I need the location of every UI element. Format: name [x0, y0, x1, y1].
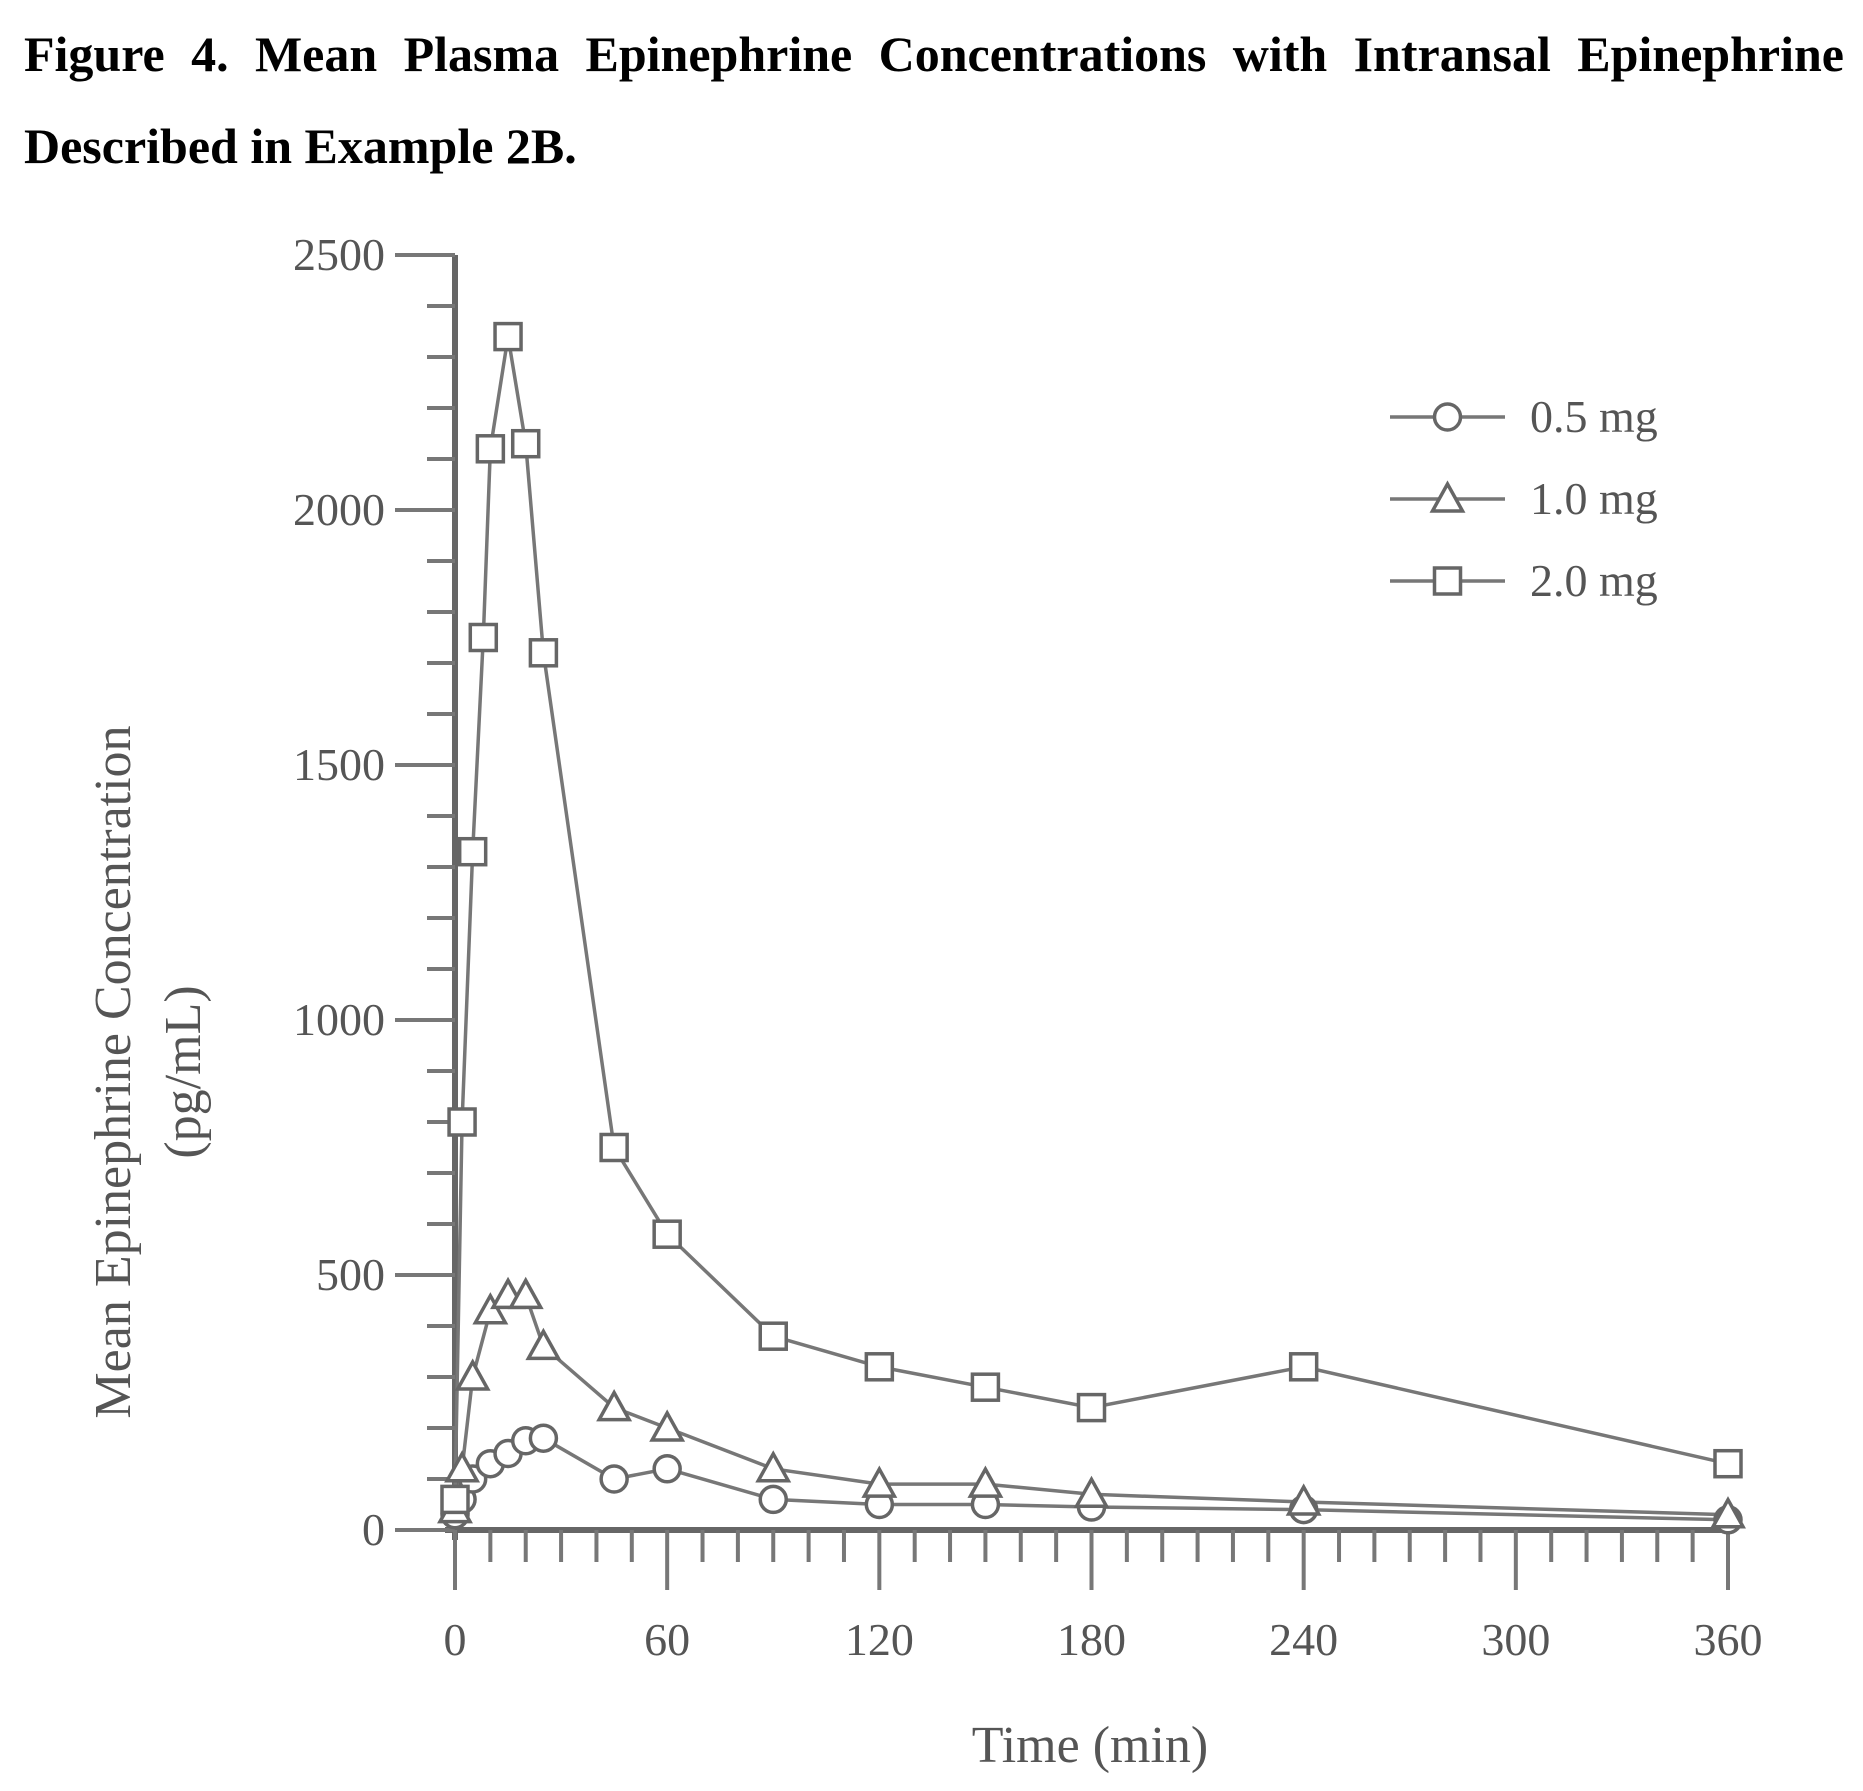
data-point-2_0-mg	[970, 1372, 1001, 1402]
data-point-2_0-mg	[652, 1219, 682, 1249]
x-tick-label: 0	[444, 1614, 467, 1665]
legend-label-1_0-mg: 1.0 mg	[1530, 473, 1658, 524]
data-point-1_0-mg	[596, 1388, 633, 1422]
x-tick-label: 60	[644, 1614, 690, 1665]
series-line-2_0-mg	[453, 336, 1729, 1500]
y-axis-title: Mean Epinephrine Concentration (pg/mL)	[85, 725, 212, 1418]
data-point-0_5-mg	[758, 1484, 788, 1515]
y-tick-label: 1000	[293, 994, 385, 1045]
data-point-1_0-mg	[649, 1409, 686, 1442]
x-tick-label: 120	[845, 1614, 914, 1665]
legend-label-2_0-mg: 2.0 mg	[1530, 555, 1658, 606]
y-tick-label: 1500	[293, 739, 385, 790]
y-tick-label: 2000	[293, 484, 385, 535]
data-point-2_0-mg	[493, 321, 523, 352]
y-axis-title-line1: Mean Epinephrine Concentration	[85, 725, 142, 1418]
data-point-2_0-mg	[599, 1132, 629, 1163]
data-point-1_0-mg	[861, 1465, 898, 1498]
data-point-2_0-mg	[440, 1484, 470, 1515]
data-point-2_0-mg	[528, 638, 559, 668]
x-axis-title: Time (min)	[972, 1717, 1208, 1774]
y-tick-label: 500	[316, 1249, 385, 1300]
data-point-0_5-mg	[652, 1454, 682, 1484]
data-point-2_0-mg	[758, 1321, 788, 1351]
data-point-2_0-mg	[468, 622, 499, 653]
legend-label-0_5-mg: 0.5 mg	[1530, 391, 1658, 442]
series-markers	[437, 321, 1746, 1535]
data-point-1_0-mg	[967, 1465, 1004, 1498]
legend-marker-1_0-mg	[1429, 480, 1466, 513]
data-point-2_0-mg	[510, 428, 541, 459]
y-axis-title-line2: (pg/mL)	[155, 985, 212, 1158]
axis-ticks: 0 500 1000 1500 2000 2500 0 60 120 180 240 300 360	[293, 229, 1763, 1665]
data-point-2_0-mg	[475, 434, 506, 464]
legend-marker-0_5-mg	[1432, 402, 1463, 432]
data-point-2_0-mg	[447, 1107, 477, 1137]
data-point-0_5-mg	[599, 1464, 629, 1494]
data-point-1_0-mg	[755, 1450, 792, 1483]
y-tick-label: 2500	[293, 229, 385, 280]
data-point-1_0-mg	[507, 1276, 544, 1310]
data-point-1_0-mg	[444, 1450, 481, 1483]
data-point-1_0-mg	[1710, 1496, 1746, 1529]
data-point-0_5-mg	[528, 1423, 559, 1453]
legend: 0.5 mg 1.0 mg 2.0 mg	[1390, 391, 1658, 606]
data-point-2_0-mg	[1076, 1392, 1107, 1423]
legend-marker-2_0-mg	[1432, 566, 1463, 596]
data-point-1_0-mg	[472, 1292, 509, 1325]
y-tick-label: 0	[362, 1504, 385, 1555]
data-point-1_0-mg	[1285, 1483, 1322, 1516]
data-point-1_0-mg	[1073, 1475, 1110, 1509]
data-point-2_0-mg	[1288, 1352, 1319, 1382]
figure-caption: Figure 4. Mean Plasma Epinephrine Concen…	[24, 26, 1844, 174]
x-tick-label: 300	[1481, 1614, 1550, 1665]
data-point-2_0-mg	[457, 836, 488, 867]
x-tick-label: 180	[1057, 1614, 1126, 1665]
data-point-2_0-mg	[864, 1352, 895, 1382]
x-tick-label: 240	[1269, 1614, 1338, 1665]
x-tick-label: 360	[1694, 1614, 1763, 1665]
data-point-2_0-mg	[1713, 1448, 1743, 1479]
chart-axes	[445, 255, 1728, 1540]
data-point-1_0-mg	[525, 1327, 562, 1361]
data-point-1_0-mg	[454, 1358, 491, 1391]
